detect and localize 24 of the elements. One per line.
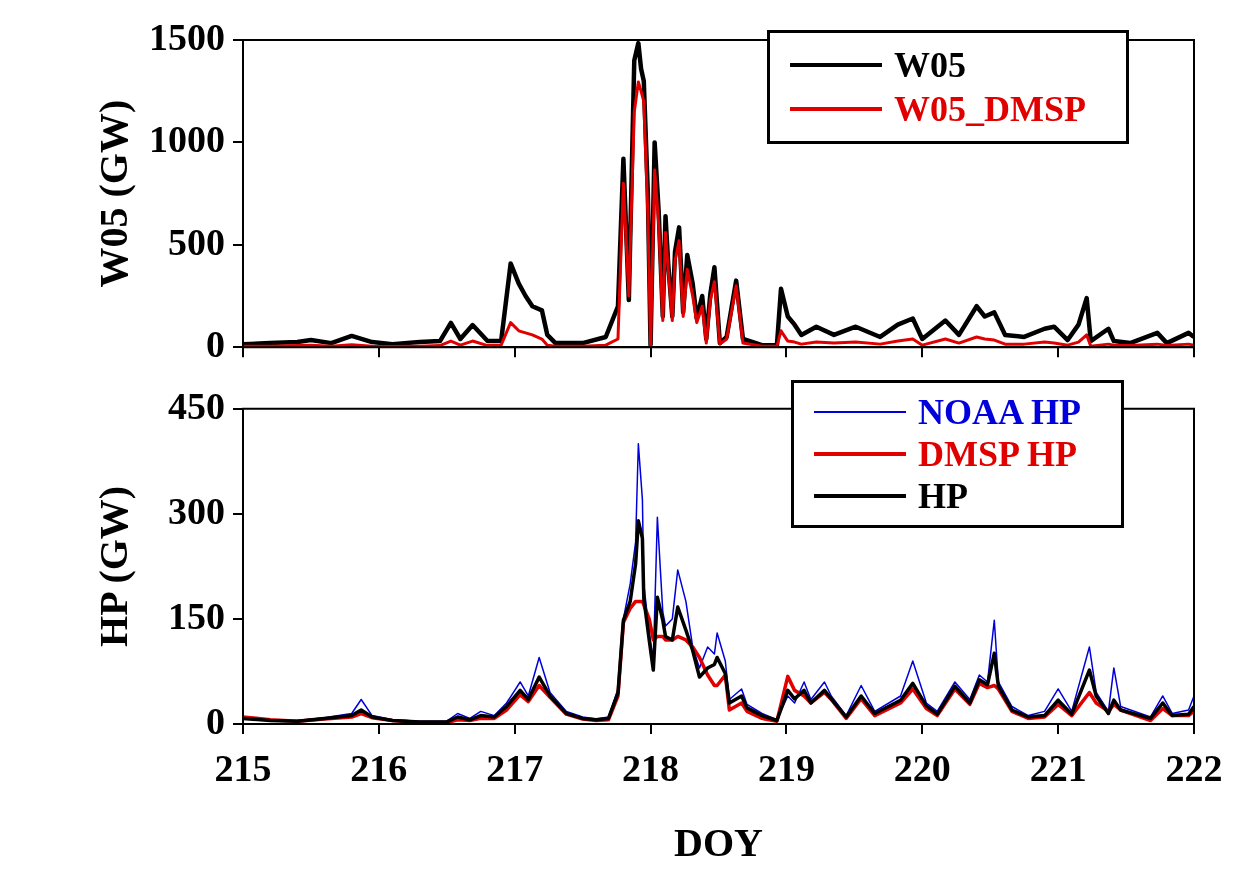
y-tick-label: 0 <box>206 699 225 742</box>
y-tick-label: 1000 <box>149 118 225 161</box>
legend-label: W05 <box>894 44 966 87</box>
y-tick-label: 150 <box>168 594 225 637</box>
y-tick-label: 500 <box>168 220 225 263</box>
y-tick-label: 1500 <box>149 15 225 58</box>
legend-label: HP <box>917 475 968 517</box>
x-tick-label: 218 <box>622 746 680 789</box>
x-axis-title: DOY <box>674 820 764 866</box>
x-tick-label: 221 <box>1029 746 1087 789</box>
y-axis-title: W05 (GW) <box>91 99 137 288</box>
legend-label: W05_DMSP <box>894 88 1086 131</box>
y-axis-title: HP (GW) <box>91 485 137 647</box>
y-tick-label: 0 <box>206 323 225 366</box>
y-tick-label: 450 <box>168 384 225 427</box>
legend-label: NOAA HP <box>917 391 1081 433</box>
x-tick-label: 220 <box>893 746 951 789</box>
y-tick-label: 300 <box>168 489 225 532</box>
x-tick-label: 216 <box>350 746 408 789</box>
x-tick-label: 219 <box>757 746 815 789</box>
x-tick-label: 222 <box>1165 746 1223 789</box>
x-tick-label: 215 <box>214 746 272 789</box>
x-tick-label: 217 <box>486 746 544 789</box>
legend-label: DMSP HP <box>917 433 1077 475</box>
